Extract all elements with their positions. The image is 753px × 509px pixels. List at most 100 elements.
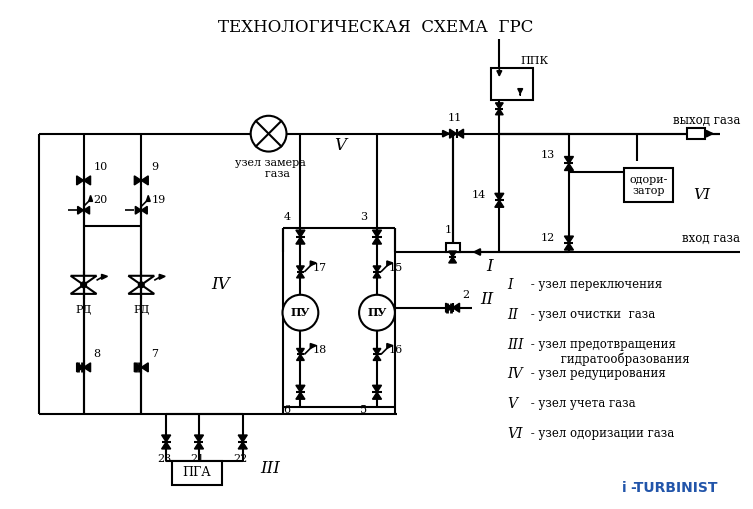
Circle shape	[251, 116, 286, 152]
Text: 1: 1	[445, 225, 452, 235]
Text: - узел редуцирования: - узел редуцирования	[527, 367, 666, 380]
Polygon shape	[89, 195, 93, 202]
Text: 7: 7	[151, 349, 158, 359]
Text: - узел очистки  газа: - узел очистки газа	[527, 308, 655, 321]
Polygon shape	[495, 103, 503, 109]
Polygon shape	[449, 257, 456, 263]
Polygon shape	[134, 363, 142, 372]
Polygon shape	[453, 303, 459, 312]
Polygon shape	[194, 442, 203, 449]
Text: 22: 22	[233, 454, 248, 464]
Text: 20: 20	[93, 195, 108, 205]
Polygon shape	[449, 251, 456, 257]
Text: -TURBINIST: -TURBINIST	[630, 480, 718, 495]
Polygon shape	[146, 195, 151, 202]
Text: 14: 14	[471, 190, 486, 201]
Polygon shape	[373, 266, 381, 272]
Polygon shape	[387, 344, 393, 349]
Polygon shape	[102, 274, 108, 279]
Text: 9: 9	[151, 162, 158, 173]
Text: III: III	[508, 337, 524, 352]
Text: 6: 6	[283, 405, 291, 415]
Text: 19: 19	[151, 195, 166, 205]
Text: вход газа: вход газа	[682, 232, 740, 245]
Text: ППК: ППК	[520, 56, 548, 66]
Text: 2: 2	[462, 290, 470, 300]
Text: 18: 18	[312, 346, 327, 355]
Text: ПГА: ПГА	[183, 466, 212, 479]
Polygon shape	[373, 237, 382, 244]
Text: III: III	[261, 460, 281, 477]
Polygon shape	[162, 442, 171, 449]
Polygon shape	[450, 129, 456, 138]
Text: 5: 5	[360, 405, 367, 415]
Polygon shape	[194, 435, 203, 442]
Polygon shape	[373, 349, 381, 354]
Polygon shape	[77, 363, 84, 372]
Polygon shape	[238, 435, 247, 442]
Text: V: V	[508, 397, 517, 411]
Polygon shape	[373, 385, 382, 392]
Text: i: i	[622, 480, 626, 495]
Polygon shape	[159, 274, 165, 279]
Polygon shape	[310, 344, 316, 349]
Text: 23: 23	[157, 454, 171, 464]
Text: выход газа: выход газа	[672, 114, 740, 127]
Text: 8: 8	[93, 349, 101, 359]
Circle shape	[282, 295, 319, 330]
Polygon shape	[373, 354, 381, 360]
Polygon shape	[373, 392, 382, 399]
Polygon shape	[387, 261, 393, 266]
Text: - узел учета газа: - узел учета газа	[527, 397, 636, 410]
Polygon shape	[77, 176, 84, 185]
Polygon shape	[296, 392, 305, 399]
Bar	[687, 128, 706, 139]
Circle shape	[81, 282, 87, 288]
Text: 11: 11	[447, 112, 462, 123]
Circle shape	[139, 282, 144, 288]
Text: II: II	[480, 291, 494, 308]
Polygon shape	[142, 363, 148, 372]
Bar	[172, 461, 222, 485]
Polygon shape	[310, 261, 316, 266]
Polygon shape	[142, 206, 148, 214]
Polygon shape	[238, 442, 247, 449]
Polygon shape	[297, 349, 304, 354]
Text: V: V	[334, 137, 346, 154]
Text: ПУ: ПУ	[291, 307, 310, 318]
Polygon shape	[296, 385, 305, 392]
Text: 4: 4	[283, 212, 291, 222]
Bar	[492, 68, 533, 100]
Polygon shape	[71, 285, 96, 294]
Polygon shape	[128, 285, 154, 294]
Polygon shape	[297, 354, 304, 360]
Polygon shape	[296, 237, 305, 244]
Text: 12: 12	[541, 233, 555, 243]
Text: IV: IV	[508, 367, 523, 381]
Polygon shape	[142, 176, 148, 185]
Text: ПУ: ПУ	[367, 307, 387, 318]
Polygon shape	[297, 272, 304, 278]
Text: - узел переключения: - узел переключения	[527, 278, 663, 291]
Text: 17: 17	[312, 263, 327, 273]
Polygon shape	[565, 236, 574, 243]
Text: - узел одоризации газа: - узел одоризации газа	[527, 427, 675, 440]
Polygon shape	[565, 157, 574, 163]
Text: II: II	[508, 308, 518, 322]
Text: I: I	[486, 259, 492, 275]
Polygon shape	[373, 272, 381, 278]
Polygon shape	[84, 176, 90, 185]
Polygon shape	[565, 243, 574, 250]
Polygon shape	[565, 163, 574, 171]
Polygon shape	[446, 303, 453, 312]
Bar	[446, 243, 459, 251]
Text: 3: 3	[360, 212, 367, 222]
Polygon shape	[456, 129, 464, 138]
Polygon shape	[495, 201, 504, 207]
Text: одори-
затор: одори- затор	[630, 175, 668, 196]
Text: 21: 21	[190, 454, 204, 464]
Text: IV: IV	[212, 276, 230, 293]
Polygon shape	[78, 206, 84, 214]
Text: VI: VI	[694, 188, 711, 202]
Text: 16: 16	[389, 346, 403, 355]
